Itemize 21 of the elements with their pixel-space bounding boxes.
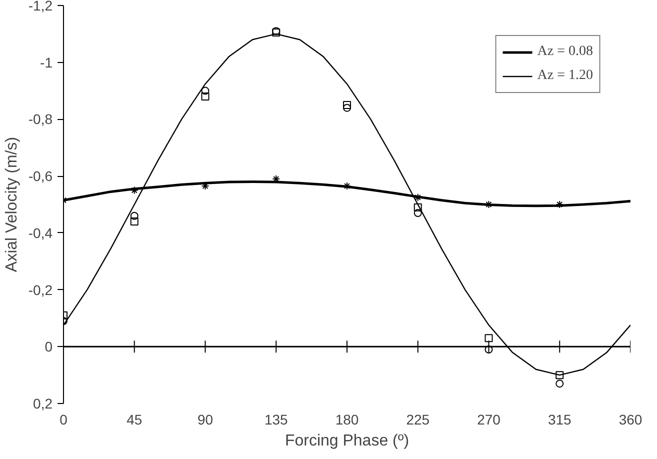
y-tick-label: 0,2 [33,396,53,412]
x-tick-label: 180 [335,412,359,428]
x-tick-label: 135 [264,412,288,428]
y-tick-label: 0 [44,338,53,355]
y-tick-label: -0,2 [28,282,53,298]
y-tick-label: -0,8 [28,111,53,128]
y-tick-label: -0,6 [28,168,53,184]
x-tick-label: 225 [406,412,430,428]
x-tick-label: 0 [60,412,68,428]
legend-label: Az = 1.20 [537,68,593,84]
x-tick-label: 315 [548,412,572,428]
x-tick-label: 270 [477,412,501,428]
legend-label: Az = 0.08 [537,44,593,60]
y-tick-label: -1 [40,54,53,70]
x-tick-label: 90 [197,412,214,428]
x-tick-label: 45 [126,412,142,428]
y-tick-label: -0,4 [28,224,53,241]
y-tick-label: -1,2 [28,0,53,14]
x-tick-label: 360 [618,412,642,428]
x-axis-title: Forcing Phase (º) [284,432,410,450]
y-axis-title: Axial Velocity (m/s) [3,136,20,272]
